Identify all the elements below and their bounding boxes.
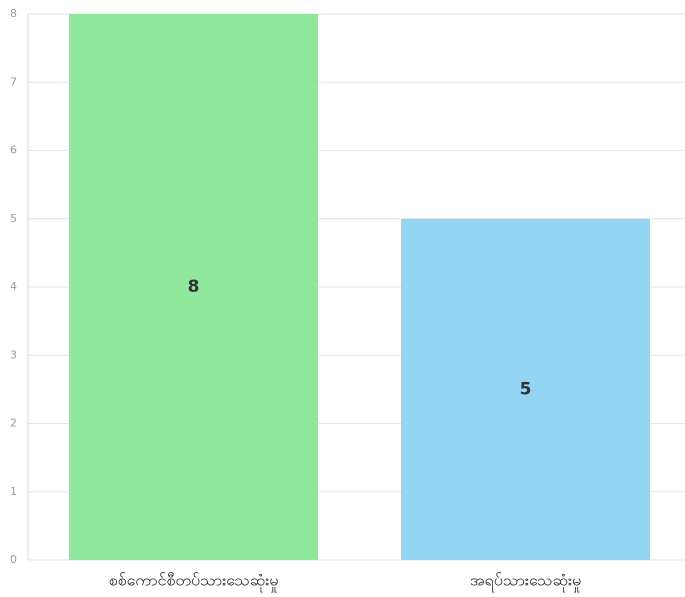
y-tick-label-6: 6 <box>10 144 17 157</box>
bar-2 <box>401 218 650 560</box>
bar-1 <box>69 14 318 560</box>
bars <box>69 14 650 560</box>
labels: 0 1 2 3 4 5 6 7 8 8 စစ်ကောင်စီတပ်သားသေဆုံးမှု 5 အရပ်… <box>10 7 581 593</box>
y-tick-label-4: 4 <box>10 280 17 293</box>
y-tick-label-2: 2 <box>10 417 17 430</box>
y-tick-label-3: 3 <box>10 348 17 361</box>
y-tick-label-0: 0 <box>10 553 17 566</box>
bar-value-label-1: 8 <box>188 277 200 297</box>
y-tick-label-5: 5 <box>10 212 17 225</box>
bar-value-label-2: 5 <box>520 379 532 399</box>
y-tick-label-8: 8 <box>10 7 17 20</box>
x-tick-label-1: စစ်ကောင်စီတပ်သားသေဆုံးမှု <box>109 571 279 593</box>
y-tick-label-1: 1 <box>10 485 17 498</box>
y-tick-label-7: 7 <box>10 75 17 88</box>
x-tick-label-2: အရပ်သားသေဆုံးမှု <box>470 571 581 593</box>
